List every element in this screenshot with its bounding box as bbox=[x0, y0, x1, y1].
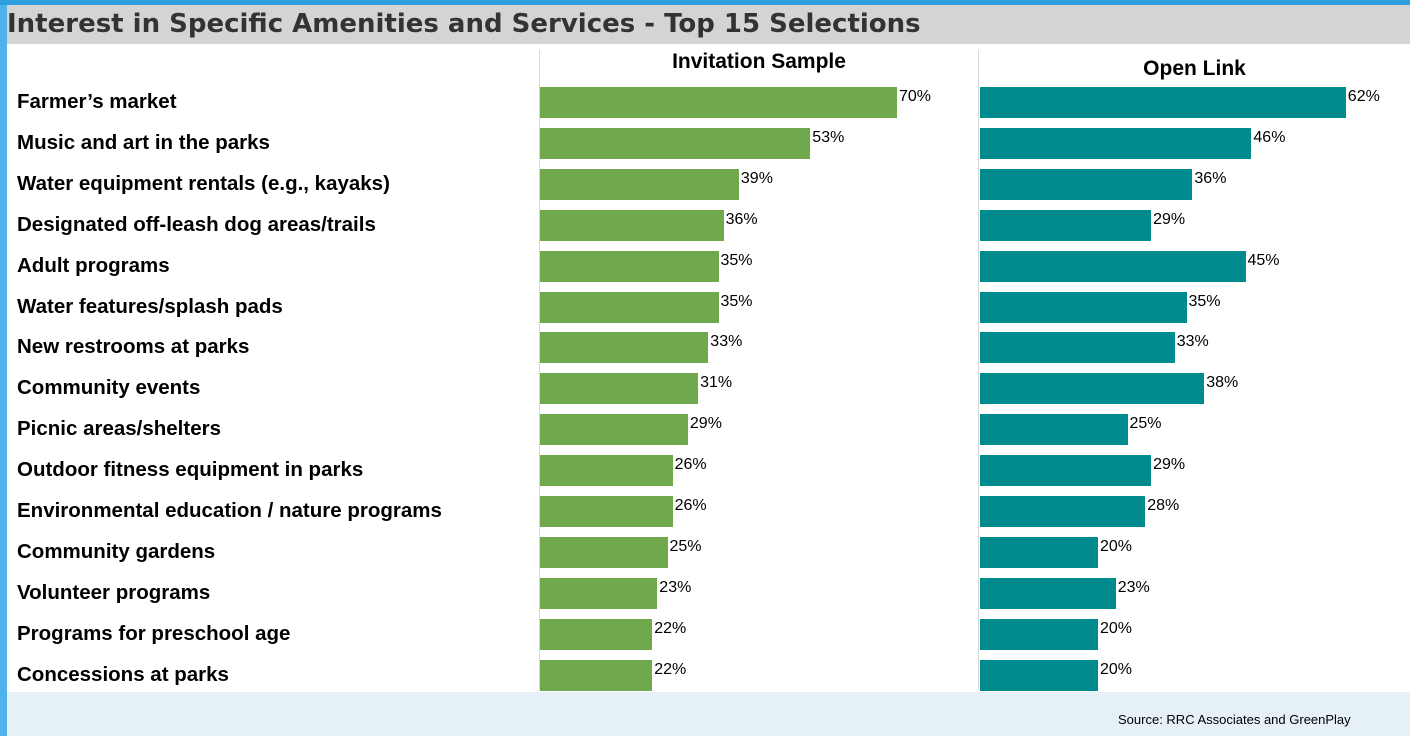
open-link-value-label: 28% bbox=[1147, 497, 1179, 515]
open-link-bar bbox=[980, 332, 1175, 363]
left-accent-stripe bbox=[0, 5, 7, 736]
invitation-bar bbox=[540, 496, 673, 527]
category-label: Environmental education / nature program… bbox=[17, 499, 442, 523]
open-link-bar bbox=[980, 87, 1346, 118]
open-link-bar bbox=[980, 660, 1098, 691]
open-link-bar bbox=[980, 251, 1246, 282]
open-link-value-label: 29% bbox=[1153, 211, 1185, 229]
open-link-value-label: 62% bbox=[1348, 88, 1380, 106]
invitation-value-label: 25% bbox=[670, 538, 702, 556]
open-link-panel-divider bbox=[978, 50, 979, 690]
invitation-value-label: 31% bbox=[700, 374, 732, 392]
invitation-bar bbox=[540, 578, 657, 609]
invitation-bar bbox=[540, 292, 719, 323]
category-label: Designated off-leash dog areas/trails bbox=[17, 213, 376, 237]
open-link-value-label: 25% bbox=[1130, 415, 1162, 433]
invitation-bar bbox=[540, 455, 673, 486]
invitation-sample-header: Invitation Sample bbox=[540, 50, 978, 74]
title-bar: Interest in Specific Amenities and Servi… bbox=[7, 5, 1410, 44]
invitation-bar bbox=[540, 210, 724, 241]
category-label: Music and art in the parks bbox=[17, 131, 270, 155]
open-link-bar bbox=[980, 169, 1192, 200]
open-link-value-label: 20% bbox=[1100, 661, 1132, 679]
invitation-value-label: 35% bbox=[721, 293, 753, 311]
open-link-bar bbox=[980, 578, 1116, 609]
invitation-bar bbox=[540, 169, 739, 200]
invitation-value-label: 35% bbox=[721, 252, 753, 270]
open-link-bar bbox=[980, 373, 1204, 404]
invitation-bar bbox=[540, 128, 810, 159]
invitation-value-label: 26% bbox=[675, 497, 707, 515]
invitation-value-label: 22% bbox=[654, 620, 686, 638]
open-link-value-label: 46% bbox=[1253, 129, 1285, 147]
open-link-value-label: 36% bbox=[1194, 170, 1226, 188]
category-label: Water equipment rentals (e.g., kayaks) bbox=[17, 172, 390, 196]
invitation-value-label: 22% bbox=[654, 661, 686, 679]
invitation-bar bbox=[540, 414, 688, 445]
invitation-bar bbox=[540, 660, 652, 691]
open-link-bar bbox=[980, 537, 1098, 568]
invitation-value-label: 33% bbox=[710, 333, 742, 351]
invitation-value-label: 23% bbox=[659, 579, 691, 597]
invitation-bar bbox=[540, 251, 719, 282]
category-label: Programs for preschool age bbox=[17, 622, 290, 646]
open-link-bar bbox=[980, 128, 1251, 159]
invitation-value-label: 26% bbox=[675, 456, 707, 474]
open-link-value-label: 20% bbox=[1100, 538, 1132, 556]
category-label: Volunteer programs bbox=[17, 581, 210, 605]
open-link-value-label: 20% bbox=[1100, 620, 1132, 638]
open-link-value-label: 45% bbox=[1248, 252, 1280, 270]
category-label: Farmer’s market bbox=[17, 90, 177, 114]
open-link-value-label: 38% bbox=[1206, 374, 1238, 392]
category-label: Picnic areas/shelters bbox=[17, 417, 221, 441]
category-label: Adult programs bbox=[17, 254, 170, 278]
open-link-bar bbox=[980, 619, 1098, 650]
category-label: Community events bbox=[17, 376, 200, 400]
invitation-value-label: 39% bbox=[741, 170, 773, 188]
open-link-bar bbox=[980, 292, 1187, 323]
invitation-value-label: 29% bbox=[690, 415, 722, 433]
category-label: Outdoor fitness equipment in parks bbox=[17, 458, 363, 482]
category-label: New restrooms at parks bbox=[17, 335, 249, 359]
invitation-value-label: 36% bbox=[726, 211, 758, 229]
chart-title: Interest in Specific Amenities and Servi… bbox=[7, 9, 921, 39]
open-link-bar bbox=[980, 210, 1151, 241]
source-note: Source: RRC Associates and GreenPlay bbox=[1118, 712, 1351, 727]
open-link-bar bbox=[980, 414, 1128, 445]
open-link-bar bbox=[980, 496, 1145, 527]
invitation-bar bbox=[540, 332, 708, 363]
category-label: Concessions at parks bbox=[17, 663, 229, 687]
open-link-value-label: 33% bbox=[1177, 333, 1209, 351]
invitation-bar bbox=[540, 87, 897, 118]
invitation-bar bbox=[540, 619, 652, 650]
invitation-value-label: 53% bbox=[812, 129, 844, 147]
invitation-value-label: 70% bbox=[899, 88, 931, 106]
category-label: Community gardens bbox=[17, 540, 215, 564]
open-link-value-label: 29% bbox=[1153, 456, 1185, 474]
open-link-value-label: 23% bbox=[1118, 579, 1150, 597]
open-link-value-label: 35% bbox=[1189, 293, 1221, 311]
invitation-bar bbox=[540, 373, 698, 404]
invitation-bar bbox=[540, 537, 668, 568]
open-link-header: Open Link bbox=[979, 57, 1410, 81]
category-label: Water features/splash pads bbox=[17, 295, 283, 319]
open-link-bar bbox=[980, 455, 1151, 486]
